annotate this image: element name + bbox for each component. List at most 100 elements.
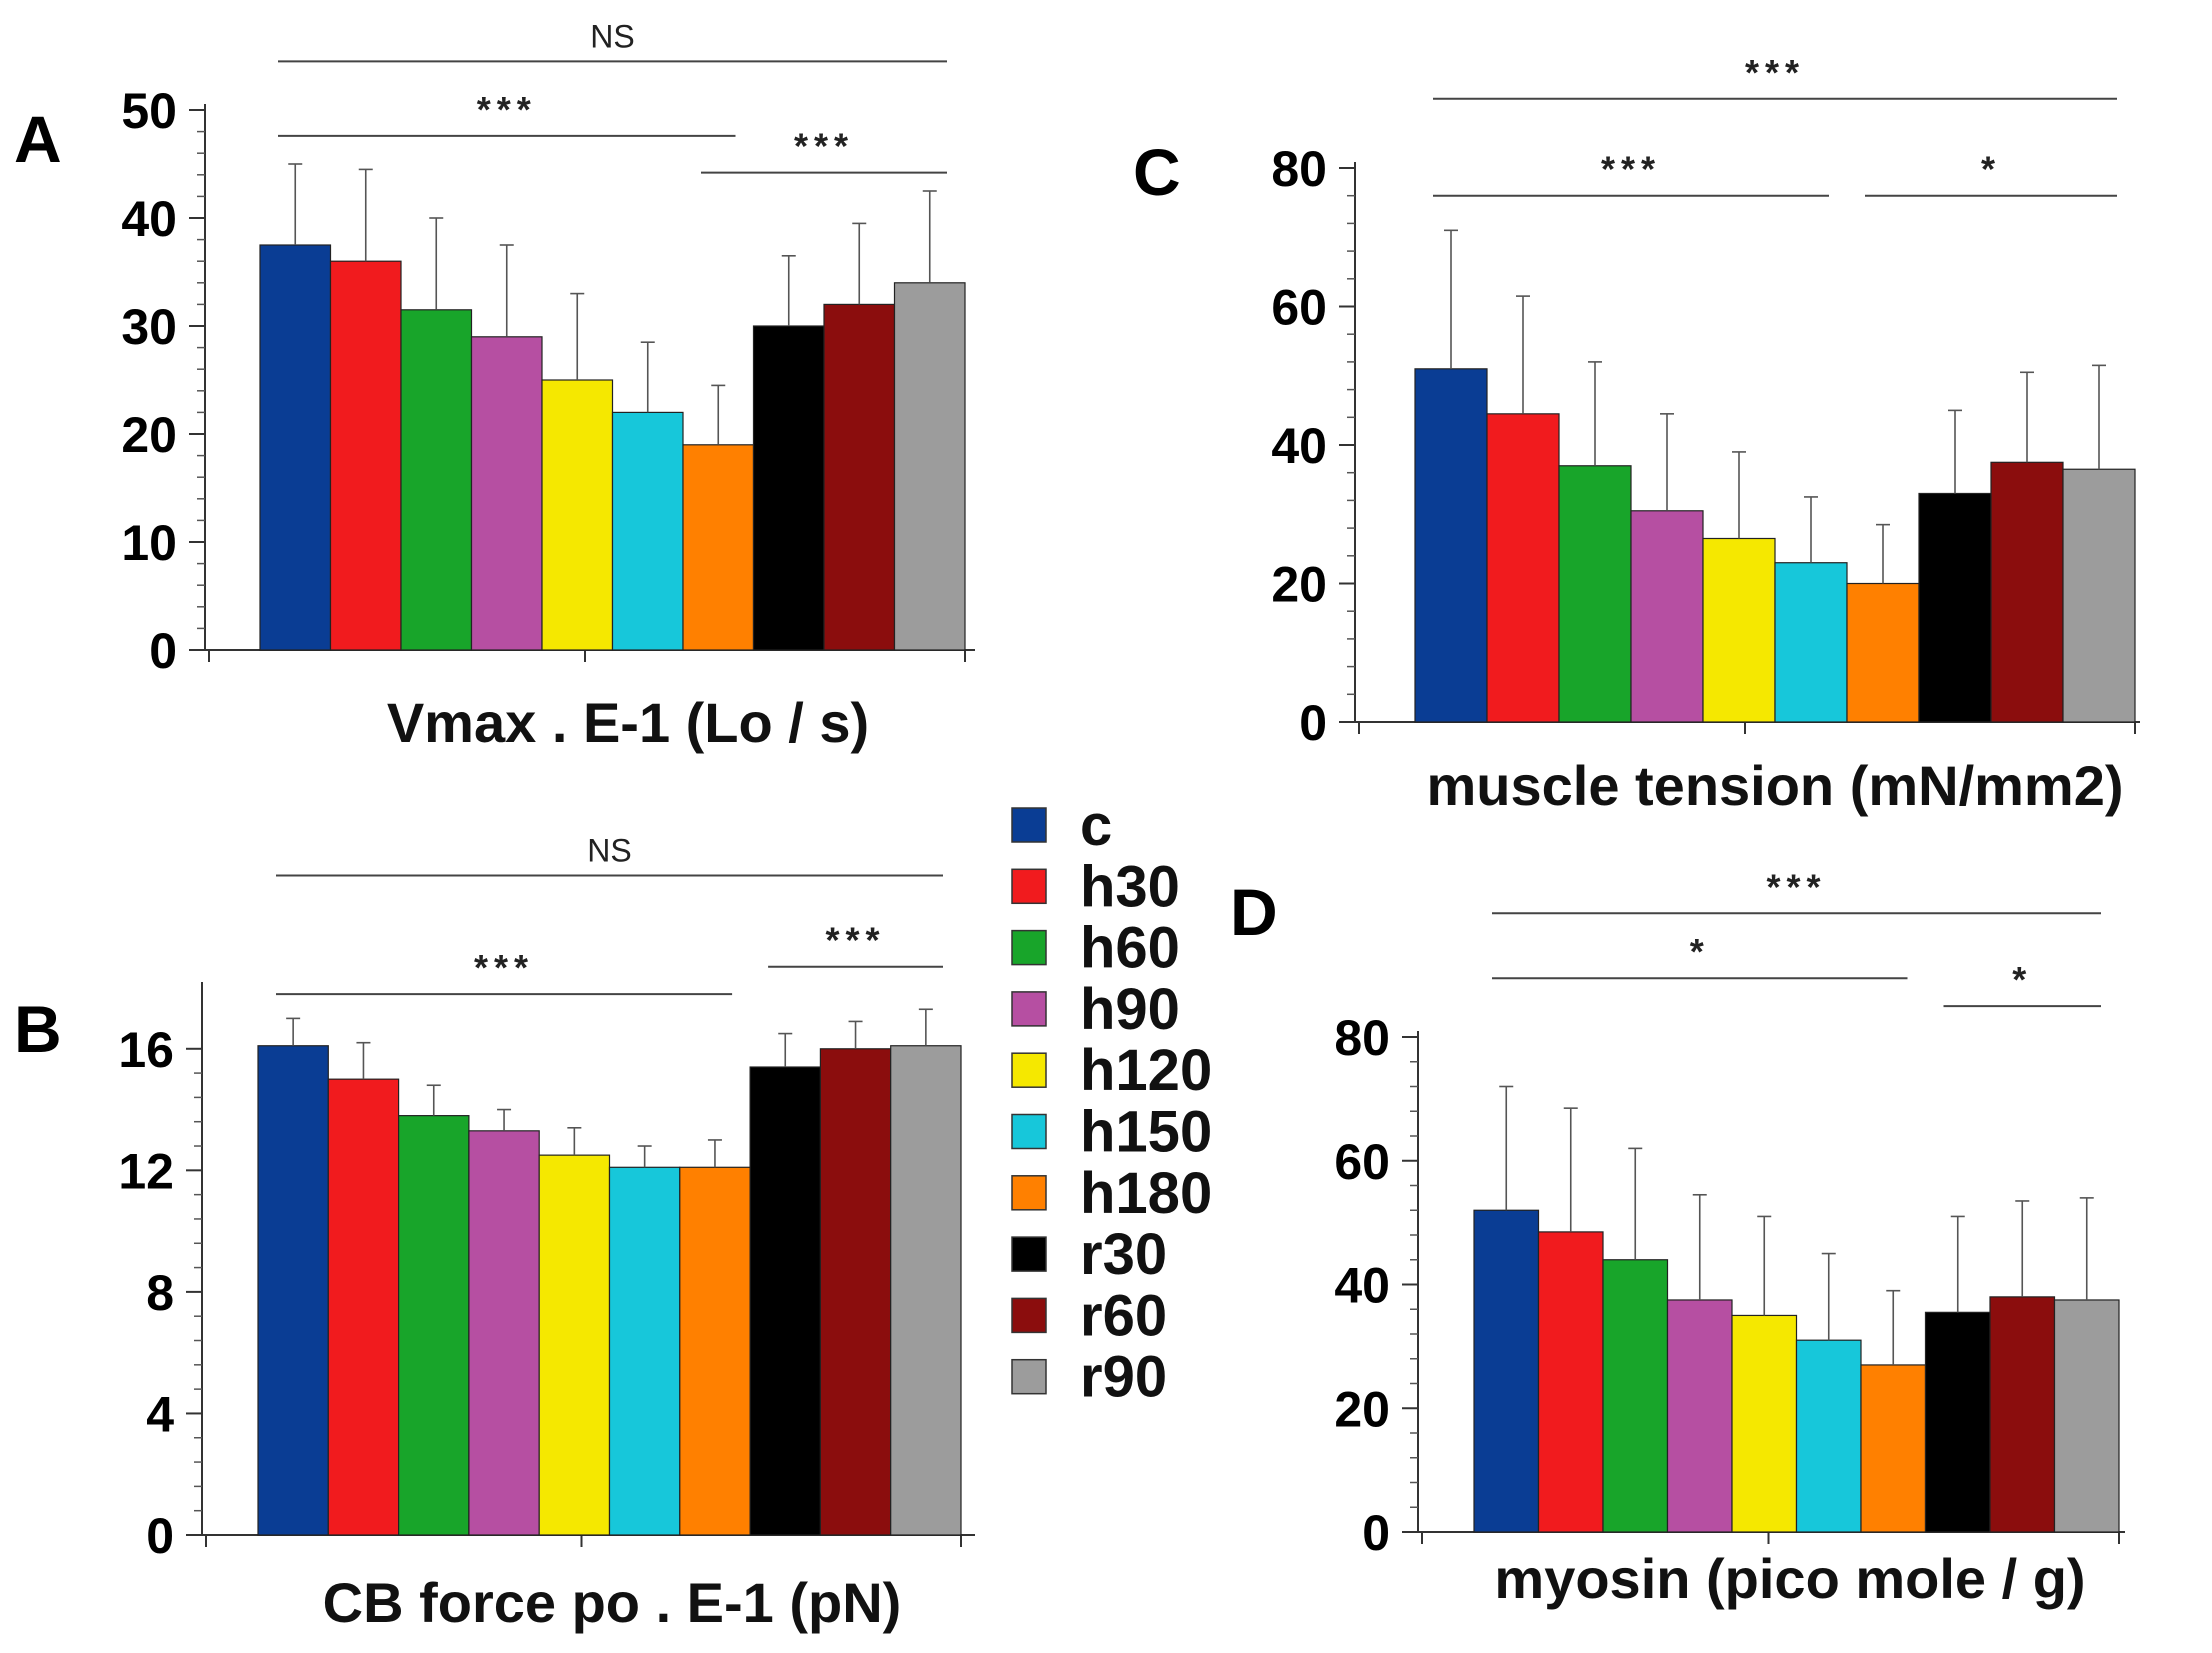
panel-c: C muscle tension (mN/mm2) 020406080*****… — [1133, 52, 2140, 817]
panel-c-y-tick-label: 0 — [1299, 695, 1327, 751]
legend-swatch-c — [1011, 807, 1047, 843]
legend-label-h150: h150 — [1080, 1100, 1212, 1165]
panel-c-y-tick-label: 80 — [1271, 141, 1327, 197]
panel-d-bar-c — [1473, 1209, 1540, 1533]
panel-b: B CB force po . E-1 (pN) 0 4 8 12 16 NS *** *** — [14, 833, 975, 1634]
panel-c-sig-label-1: *** — [1601, 149, 1661, 190]
panel-d-y-tick-label: 20 — [1334, 1381, 1390, 1437]
panel-d-bar-h120 — [1731, 1314, 1798, 1533]
panel-d-x-axis-title: myosin (pico mole / g) — [1494, 1547, 2085, 1610]
legend-label-r30: r30 — [1080, 1222, 1167, 1287]
panel-d-bar-r60 — [1989, 1296, 2056, 1533]
panel-b-bar-c — [257, 1045, 329, 1536]
panel-d-sig-label-1: * — [1690, 931, 1710, 972]
panel-c-bar-h120 — [1702, 537, 1776, 723]
panel-d-bar-h60 — [1602, 1259, 1669, 1533]
legend-swatch-r60 — [1011, 1297, 1047, 1334]
panel-d-y-tick-label: 40 — [1334, 1258, 1390, 1314]
panel-a-bar-h30 — [329, 260, 402, 651]
panel-a-y-tick-label: 50 — [121, 83, 177, 139]
panel-a-sig-label-2: *** — [794, 126, 854, 167]
panel-c-sig-label-0: *** — [1745, 52, 1805, 93]
panel-a-y-tick-label: 20 — [121, 407, 177, 463]
panel-b-bar-h30 — [327, 1078, 400, 1536]
legend-label-h180: h180 — [1080, 1161, 1212, 1226]
panel-c-bar-h180 — [1846, 582, 1920, 723]
panel-c-x-axis-title: muscle tension (mN/mm2) — [1426, 754, 2123, 817]
panel-b-sig-label-2: *** — [826, 920, 886, 961]
panel-a-y-tick-label: 0 — [149, 623, 177, 679]
panel-b-bar-h90 — [468, 1130, 540, 1536]
panel-b-y-tick-label: 12 — [118, 1143, 174, 1199]
panel-b-bar-r90 — [890, 1045, 962, 1536]
panel-d-bar-h30 — [1537, 1231, 1604, 1533]
legend-label-c: c — [1080, 793, 1112, 858]
legend-label-r60: r60 — [1080, 1283, 1167, 1348]
legend-label-h60: h60 — [1080, 916, 1180, 981]
panel-c-y-tick-label: 60 — [1271, 280, 1327, 336]
legend-swatch-h90 — [1011, 991, 1047, 1027]
panel-a-bar-h150 — [611, 411, 684, 651]
panel-a-bar-h90 — [470, 336, 543, 651]
panel-c-y-tick-label: 20 — [1271, 557, 1327, 613]
legend-swatch-h60 — [1011, 929, 1047, 966]
panel-a-sig-label-1: *** — [477, 89, 537, 130]
panel-b-y-tick-label: 16 — [118, 1022, 174, 1078]
panel-a-y-tick-label: 40 — [121, 191, 177, 247]
panel-c-sig-label-2: * — [1981, 149, 2001, 190]
panel-a-bar-h60 — [400, 309, 473, 651]
panel-c-bar-r30 — [1918, 492, 1992, 723]
legend-label-r90: r90 — [1080, 1345, 1167, 1410]
legend-swatch-h180 — [1011, 1175, 1047, 1211]
panel-a-bar-c — [259, 244, 332, 651]
panel-c-bar-h90 — [1630, 510, 1704, 723]
panel-b-bar-h120 — [538, 1154, 611, 1536]
panel-b-x-axis-title: CB force po . E-1 (pN) — [323, 1571, 902, 1634]
panel-d-bar-h150 — [1795, 1339, 1862, 1533]
panel-b-sig-label-1: *** — [474, 947, 534, 988]
legend-swatch-r90 — [1011, 1358, 1047, 1395]
panel-c-bar-r60 — [1990, 461, 2064, 723]
panel-d-bar-h90 — [1666, 1299, 1733, 1533]
legend-swatch-h30 — [1011, 868, 1047, 905]
panel-d-sig-label-2: * — [2012, 959, 2032, 1000]
panel-d-y-tick-label: 60 — [1334, 1134, 1390, 1190]
panel-a-bar-r90 — [893, 282, 966, 651]
panel-c-y-tick-label: 40 — [1271, 418, 1327, 474]
panel-b-bar-r30 — [749, 1066, 821, 1536]
panel-a-bar-r30 — [752, 325, 825, 651]
panel-b-bar-h150 — [608, 1166, 681, 1536]
panel-a-bar-r60 — [823, 303, 896, 651]
panel-d-sig-label-0: *** — [1766, 866, 1826, 907]
panel-b-y-tick-label: 0 — [146, 1508, 174, 1564]
panel-a-y-tick-label: 30 — [121, 299, 177, 355]
legend-swatch-h120 — [1011, 1052, 1047, 1088]
panel-c-bar-c — [1414, 368, 1488, 723]
panel-b-bar-h180 — [679, 1166, 751, 1536]
panel-c-bar-h30 — [1486, 413, 1560, 723]
panel-c-letter: C — [1133, 135, 1181, 209]
panel-c-bar-h60 — [1558, 465, 1632, 723]
panel-b-y-tick-label: 4 — [146, 1386, 174, 1442]
panel-d-y-tick-label: 0 — [1362, 1505, 1390, 1561]
panel-b-bar-r60 — [819, 1048, 892, 1536]
legend-label-h120: h120 — [1080, 1038, 1212, 1103]
panel-a-letter: A — [14, 102, 62, 176]
panel-c-bar-h150 — [1774, 562, 1848, 723]
legend-swatch-r30 — [1011, 1236, 1047, 1272]
legend-label-h30: h30 — [1080, 854, 1180, 919]
panel-a: A Vmax . E-1 (Lo / s) 0 10 20 30 40 50 NS *** **… — [14, 18, 975, 754]
legend-label-h90: h90 — [1080, 977, 1180, 1042]
panel-a-bar-h180 — [682, 444, 755, 651]
panel-a-x-axis-title: Vmax . E-1 (Lo / s) — [387, 691, 869, 754]
panel-c-bar-r90 — [2062, 468, 2136, 723]
legend-swatch-h150 — [1011, 1113, 1047, 1150]
panel-a-y-tick-label: 10 — [121, 515, 177, 571]
panel-d-bar-h180 — [1860, 1364, 1927, 1533]
panel-b-sig-label-0: NS — [587, 833, 631, 869]
panel-a-sig-label-0: NS — [590, 18, 634, 54]
panel-b-bar-h60 — [398, 1115, 470, 1536]
